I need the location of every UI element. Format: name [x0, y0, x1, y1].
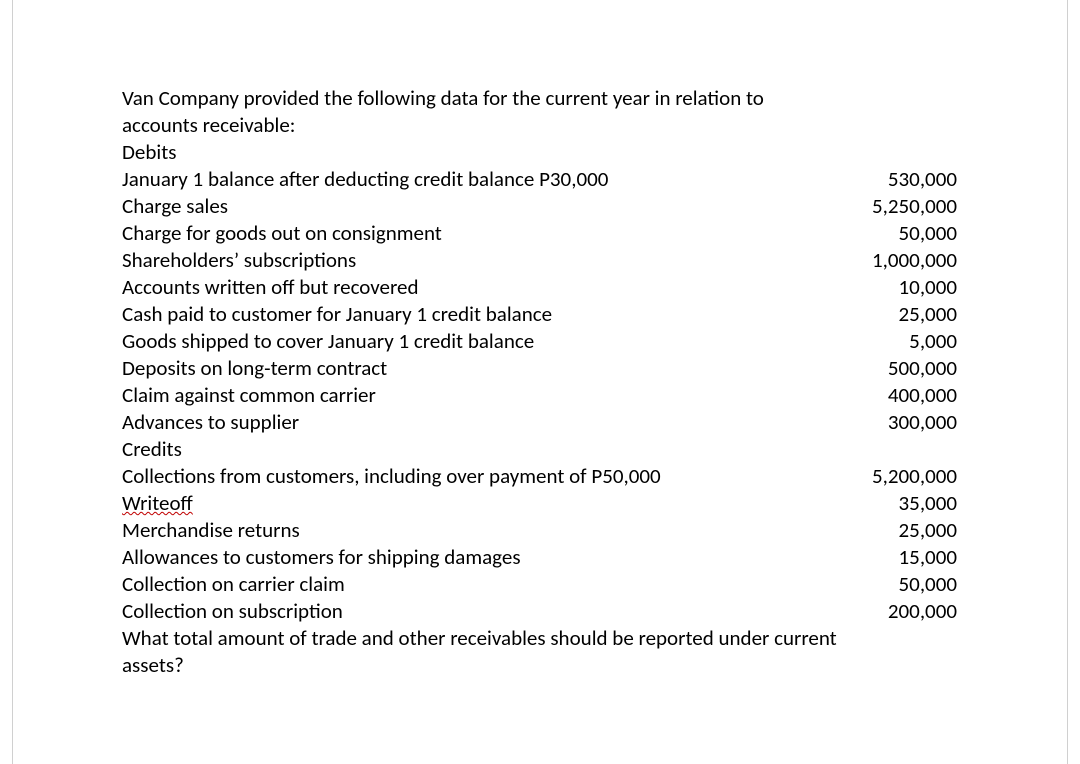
debit-value: 5,000 [807, 328, 957, 355]
credit-value: 15,000 [807, 544, 957, 571]
intro-paragraph: Van Company provided the following data … [122, 85, 957, 139]
debit-label: Goods shipped to cover January 1 credit … [122, 328, 807, 355]
debit-label: Cash paid to customer for January 1 cred… [122, 301, 807, 328]
debit-value: 50,000 [807, 220, 957, 247]
credit-label: Allowances to customers for shipping dam… [122, 544, 807, 571]
debit-row: Advances to supplier300,000 [122, 409, 957, 436]
debit-row: Goods shipped to cover January 1 credit … [122, 328, 957, 355]
debit-value: 400,000 [807, 382, 957, 409]
debit-row: Shareholders’ subscriptions1,000,000 [122, 247, 957, 274]
credit-value: 25,000 [807, 517, 957, 544]
credits-list: Collections from customers, including ov… [122, 463, 957, 625]
credit-row: Allowances to customers for shipping dam… [122, 544, 957, 571]
credit-row: Writeoff 35,000 [122, 490, 957, 517]
debit-value: 1,000,000 [807, 247, 957, 274]
credit-label: Merchandise returns [122, 517, 807, 544]
credit-row: Merchandise returns25,000 [122, 517, 957, 544]
debit-label: Charge sales [122, 193, 807, 220]
debit-label: Advances to supplier [122, 409, 807, 436]
credit-value: 50,000 [807, 571, 957, 598]
debit-value: 500,000 [807, 355, 957, 382]
spellcheck-word: Writeoff [122, 490, 193, 516]
debit-value: 300,000 [807, 409, 957, 436]
debit-row: Charge for goods out on consignment50,00… [122, 220, 957, 247]
credit-row: Collection on subscription200,000 [122, 598, 957, 625]
document-content: Van Company provided the following data … [122, 85, 957, 679]
debit-value: 10,000 [807, 274, 957, 301]
question-line-2: assets? [122, 652, 957, 679]
credit-value: 5,200,000 [807, 463, 957, 490]
debit-value: 25,000 [807, 301, 957, 328]
credit-row: Collection on carrier claim50,000 [122, 571, 957, 598]
debit-label: Accounts written off but recovered [122, 274, 807, 301]
debit-label: Deposits on long-term contract [122, 355, 807, 382]
question-paragraph: What total amount of trade and other rec… [122, 625, 957, 679]
intro-line-2: accounts receivable: [122, 112, 957, 139]
debits-heading: Debits [122, 139, 957, 166]
debit-row: Claim against common carrier400,000 [122, 382, 957, 409]
credits-heading: Credits [122, 436, 957, 463]
debit-value: 530,000 [807, 166, 957, 193]
debit-label: Shareholders’ subscriptions [122, 247, 807, 274]
credit-row: Collections from customers, including ov… [122, 463, 957, 490]
credit-label: Collection on carrier claim [122, 571, 807, 598]
credit-label: Collection on subscription [122, 598, 807, 625]
credit-value: 200,000 [807, 598, 957, 625]
debit-label: Claim against common carrier [122, 382, 807, 409]
credit-label: Writeoff [122, 490, 807, 517]
debit-row: January 1 balance after deducting credit… [122, 166, 957, 193]
credit-label: Collections from customers, including ov… [122, 463, 807, 490]
credit-value: 35,000 [807, 490, 957, 517]
debit-row: Accounts written off but recovered10,000 [122, 274, 957, 301]
debit-row: Cash paid to customer for January 1 cred… [122, 301, 957, 328]
debit-row: Deposits on long-term contract500,000 [122, 355, 957, 382]
debit-value: 5,250,000 [807, 193, 957, 220]
debit-label: January 1 balance after deducting credit… [122, 166, 807, 193]
debit-label: Charge for goods out on consignment [122, 220, 807, 247]
question-line-1: What total amount of trade and other rec… [122, 625, 957, 652]
intro-line-1: Van Company provided the following data … [122, 85, 957, 112]
debits-list: January 1 balance after deducting credit… [122, 166, 957, 436]
debit-row: Charge sales5,250,000 [122, 193, 957, 220]
